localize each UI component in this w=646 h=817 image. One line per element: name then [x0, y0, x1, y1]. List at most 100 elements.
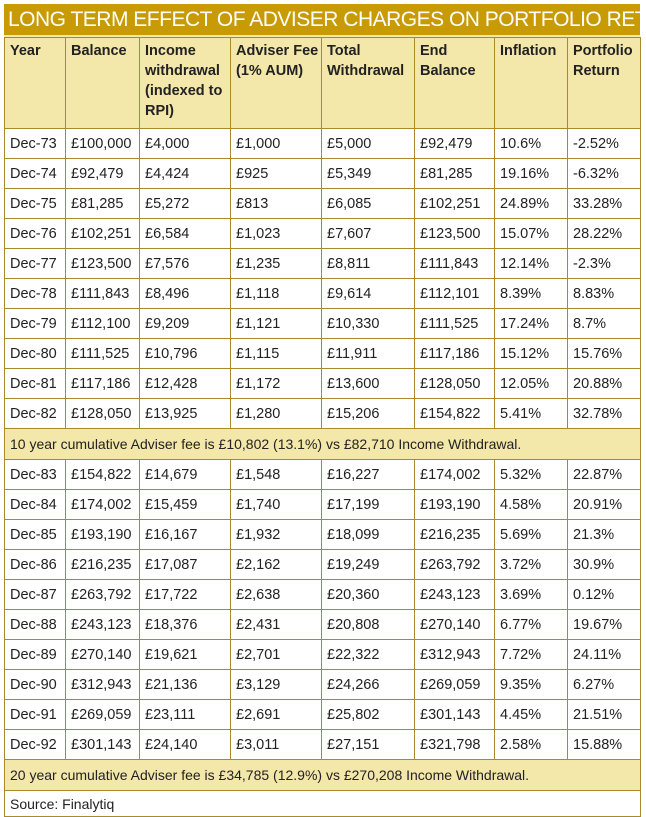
table-cell: Dec-82 — [4, 398, 66, 429]
table-cell: £4,000 — [139, 128, 231, 159]
column-header: Inflation — [494, 37, 568, 129]
table-cell: -2.3% — [567, 248, 641, 279]
table-cell: Dec-85 — [4, 519, 66, 550]
table-cell: £123,500 — [65, 248, 140, 279]
column-header: Total Withdrawal — [321, 37, 415, 129]
table-cell: £1,023 — [230, 218, 322, 249]
table-row: Dec-84 £174,002 £15,459 £1,740 £17,199 £193,1… — [4, 489, 641, 520]
table-cell: 20.91% — [567, 489, 641, 520]
table-cell: 19.16% — [494, 158, 568, 189]
column-header: Balance — [65, 37, 140, 129]
table-cell: £13,925 — [139, 398, 231, 429]
table-cell: £117,186 — [65, 368, 140, 399]
table-row: Dec-90 £312,943 £21,136 £3,129 £24,266 £269,0… — [4, 669, 641, 700]
table-cell: £9,209 — [139, 308, 231, 339]
table-cell: 9.35% — [494, 669, 568, 700]
table-cell: £111,525 — [414, 308, 495, 339]
table-cell: £174,002 — [414, 459, 495, 490]
table-cell: £20,808 — [321, 609, 415, 640]
table-cell: 22.87% — [567, 459, 641, 490]
table-cell: 30.9% — [567, 549, 641, 580]
table-cell: £270,140 — [414, 609, 495, 640]
table-cell: 3.72% — [494, 549, 568, 580]
table-cell: 3.69% — [494, 579, 568, 610]
table-cell: £5,349 — [321, 158, 415, 189]
table-section-second-decade: Dec-83 £154,822 £14,679 £1,548 £16,227 £174,0… — [4, 459, 641, 760]
table-cell: 5.41% — [494, 398, 568, 429]
table-cell: Dec-91 — [4, 699, 66, 730]
table-cell: £14,679 — [139, 459, 231, 490]
table-row: Dec-74 £92,479 £4,424 £925 £5,349 £81,285 19.1… — [4, 158, 641, 189]
table-cell: £925 — [230, 158, 322, 189]
table-row: Dec-83 £154,822 £14,679 £1,548 £16,227 £174,0… — [4, 459, 641, 490]
table-cell: £243,123 — [414, 579, 495, 610]
table-cell: £16,167 — [139, 519, 231, 550]
table-cell: £6,085 — [321, 188, 415, 219]
table-cell: £216,235 — [65, 549, 140, 580]
table-cell: 21.3% — [567, 519, 641, 550]
table-cell: £117,186 — [414, 338, 495, 369]
table-cell: 32.78% — [567, 398, 641, 429]
table-cell: £1,280 — [230, 398, 322, 429]
source-note: Source: Finalytiq — [4, 790, 641, 817]
table-cell: 21.51% — [567, 699, 641, 730]
table-cell: £3,129 — [230, 669, 322, 700]
table-cell: 33.28% — [567, 188, 641, 219]
table-cell: £312,943 — [65, 669, 140, 700]
table-cell: £2,162 — [230, 549, 322, 580]
table-cell: £174,002 — [65, 489, 140, 520]
table-cell: Dec-73 — [4, 128, 66, 159]
table-cell: £1,118 — [230, 278, 322, 309]
table-cell: £17,722 — [139, 579, 231, 610]
source-row: Source: Finalytiq — [4, 790, 641, 817]
table-cell: £21,136 — [139, 669, 231, 700]
table-cell: £10,796 — [139, 338, 231, 369]
table-cell: £24,140 — [139, 729, 231, 760]
summary-row: 10 year cumulative Adviser fee is £10,80… — [4, 428, 641, 460]
table-cell: 5.32% — [494, 459, 568, 490]
table-cell: Dec-92 — [4, 729, 66, 760]
figure-title: LONG TERM EFFECT OF ADVISER CHARGES ON P… — [4, 4, 640, 35]
column-header: Adviser Fee (1% AUM) — [230, 37, 322, 129]
table-cell: £193,190 — [414, 489, 495, 520]
column-header: End Balance — [414, 37, 495, 129]
table-cell: £15,459 — [139, 489, 231, 520]
table-cell: £269,059 — [414, 669, 495, 700]
table-cell: Dec-90 — [4, 669, 66, 700]
table-cell: 8.39% — [494, 278, 568, 309]
table-cell: £216,235 — [414, 519, 495, 550]
table-cell: £2,431 — [230, 609, 322, 640]
table-row: Dec-78 £111,843 £8,496 £1,118 £9,614 £112,101… — [4, 278, 641, 309]
table-cell: £123,500 — [414, 218, 495, 249]
column-header: Income withdrawal (indexed to RPI) — [139, 37, 231, 129]
table-cell: 15.88% — [567, 729, 641, 760]
table-cell: 15.07% — [494, 218, 568, 249]
table-cell: £17,087 — [139, 549, 231, 580]
table-cell: £321,798 — [414, 729, 495, 760]
table-cell: £111,843 — [65, 278, 140, 309]
summary-note: 10 year cumulative Adviser fee is £10,80… — [4, 428, 641, 460]
table-cell: £112,100 — [65, 308, 140, 339]
table-cell: £3,011 — [230, 729, 322, 760]
table-cell: £1,548 — [230, 459, 322, 490]
table-row: Dec-88 £243,123 £18,376 £2,431 £20,808 £270,1… — [4, 609, 641, 640]
table-cell: £2,638 — [230, 579, 322, 610]
table-cell: £263,792 — [414, 549, 495, 580]
column-header: Year — [4, 37, 66, 129]
table-row: Dec-80 £111,525 £10,796 £1,115 £11,911 £117,1… — [4, 338, 641, 369]
table-cell: 19.67% — [567, 609, 641, 640]
table-row: Dec-77 £123,500 £7,576 £1,235 £8,811 £111,843… — [4, 248, 641, 279]
table-cell: Dec-88 — [4, 609, 66, 640]
table-cell: £81,285 — [65, 188, 140, 219]
table-cell: £27,151 — [321, 729, 415, 760]
table-cell: £12,428 — [139, 368, 231, 399]
table-cell: 15.76% — [567, 338, 641, 369]
figure-panel: LONG TERM EFFECT OF ADVISER CHARGES ON P… — [4, 4, 641, 817]
table-row: Dec-92 £301,143 £24,140 £3,011 £27,151 £321,7… — [4, 729, 641, 760]
table-cell: 2.58% — [494, 729, 568, 760]
table-cell: £270,140 — [65, 639, 140, 670]
table-cell: Dec-76 — [4, 218, 66, 249]
table-cell: £154,822 — [414, 398, 495, 429]
table-cell: £16,227 — [321, 459, 415, 490]
table-cell: £17,199 — [321, 489, 415, 520]
